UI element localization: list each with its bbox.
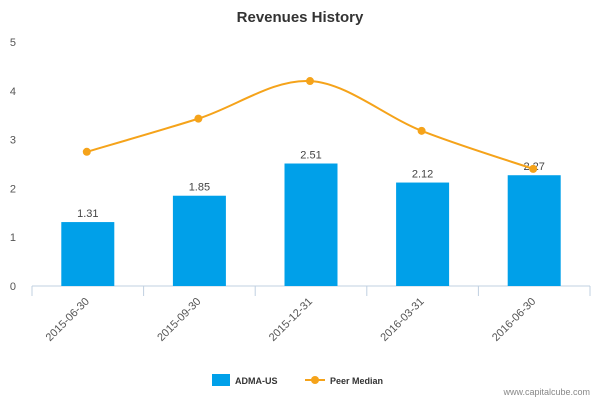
watermark: www.capitalcube.com — [502, 387, 590, 397]
bar-data-label: 1.85 — [189, 182, 210, 194]
legend-marker-peer-median — [311, 376, 319, 384]
x-tick-label: 2016-03-31 — [378, 296, 426, 344]
bar-data-label: 1.31 — [77, 208, 98, 220]
legend-item-adma-us[interactable]: ADMA-US — [212, 374, 278, 386]
chart-title: Revenues History — [237, 9, 364, 26]
y-tick-label: 4 — [10, 86, 16, 98]
x-tick-label: 2016-06-30 — [490, 296, 538, 344]
y-axis: 0 1 2 3 4 5 — [10, 37, 16, 293]
x-tick-label: 2015-12-31 — [267, 296, 315, 344]
x-tick-label: 2015-09-30 — [155, 296, 203, 344]
x-axis: 2015-06-30 2015-09-30 2015-12-31 2016-03-31… — [31, 285, 591, 344]
bar-series — [61, 163, 561, 286]
y-tick-label: 0 — [10, 281, 16, 293]
y-tick-label: 2 — [10, 183, 16, 195]
bar-data-label: 2.12 — [412, 169, 433, 181]
bar-adma-us — [284, 163, 338, 286]
y-tick-label: 1 — [10, 232, 16, 244]
bar-data-label: 2.51 — [300, 150, 321, 162]
bar-adma-us — [507, 175, 561, 286]
y-tick-label: 3 — [10, 135, 16, 147]
peer-median-series — [82, 77, 538, 173]
peer-median-point — [529, 164, 538, 173]
legend-label-peer-median: Peer Median — [330, 376, 383, 386]
peer-median-point — [194, 114, 203, 123]
peer-median-point — [417, 126, 426, 135]
x-tick-label: 2015-06-30 — [44, 296, 92, 344]
bar-adma-us — [172, 195, 226, 286]
peer-median-point — [306, 77, 314, 86]
bar-adma-us — [396, 182, 450, 286]
legend-swatch-adma-us — [212, 374, 230, 386]
peer-median-point — [82, 147, 91, 156]
legend: ADMA-US Peer Median — [212, 374, 383, 386]
legend-item-peer-median[interactable]: Peer Median — [305, 376, 383, 386]
legend-label-adma-us: ADMA-US — [235, 376, 278, 386]
y-tick-label: 5 — [10, 37, 16, 49]
bar-adma-us — [61, 222, 115, 286]
